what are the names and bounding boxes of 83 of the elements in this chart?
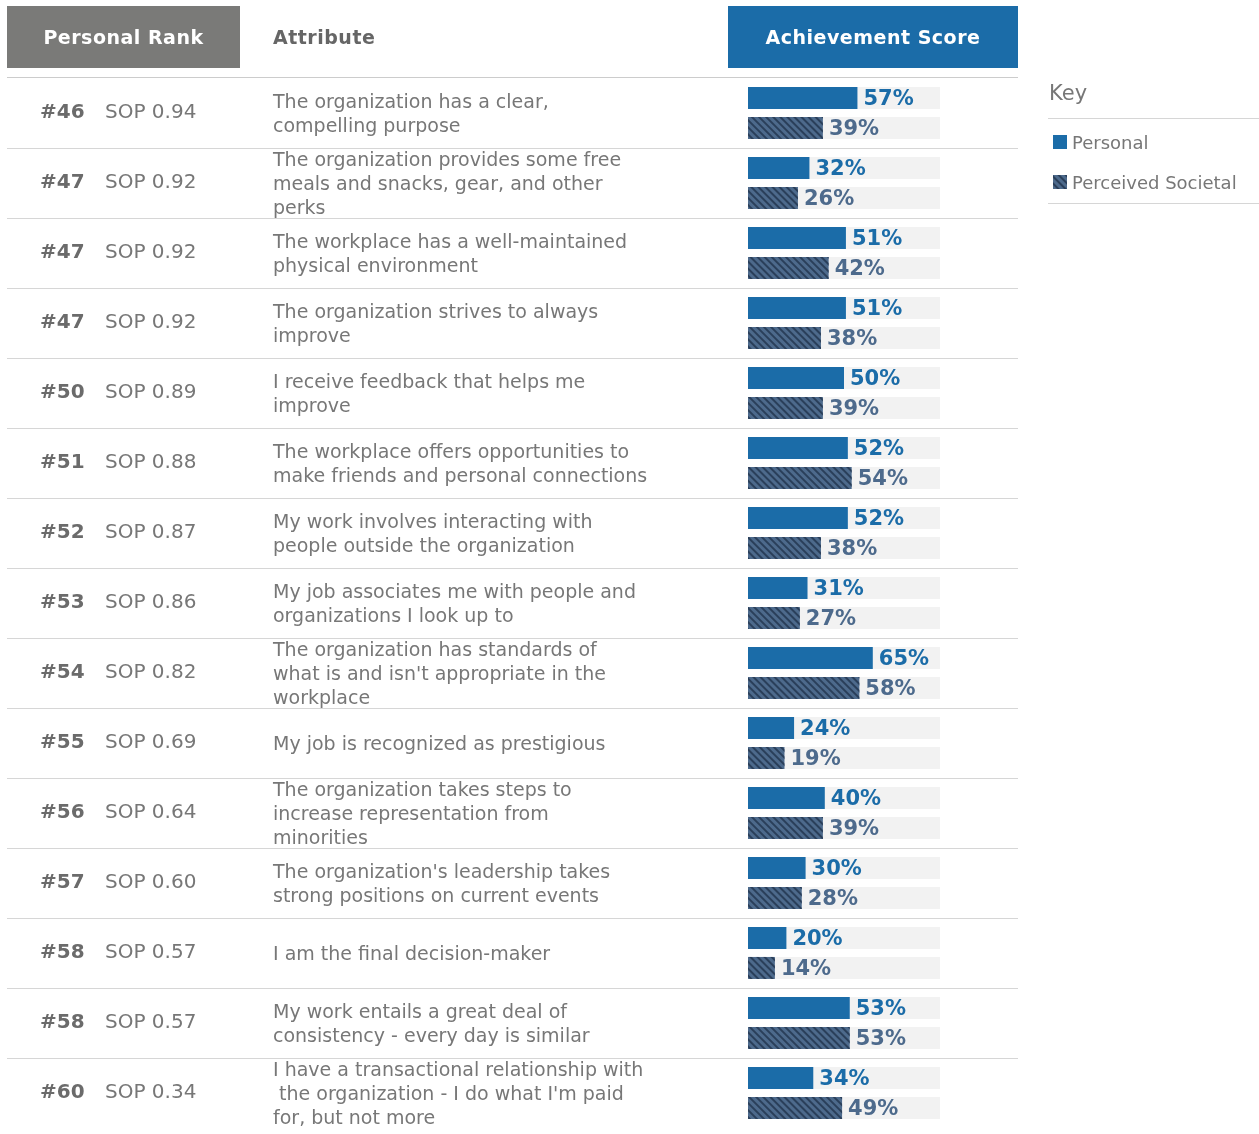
y-tick-label: The workplace has a well-maintained physical environment [272,230,634,276]
y-tick-label: The organization provides some free meals and snacks, gear, and other perks [272,148,628,218]
data-label: 54% [857,465,908,490]
text: SOP 0.92 [105,169,197,193]
data-label: 57% [863,86,914,111]
text: #46 [40,99,85,123]
text: #53 [40,589,85,613]
text: SOP 0.57 [105,1009,197,1033]
text: #47 [40,309,85,333]
text: #54 [40,659,85,683]
text: #50 [40,379,85,403]
data-label: 39% [828,395,880,420]
data-label: 53% [855,1025,907,1050]
text: SOP 0.82 [105,659,197,683]
y-tick-label: The organization's leadership takes strong positions on current events [272,860,617,906]
data-label: 28% [807,885,859,910]
header-panel: Achievement Score [728,6,1018,68]
data-label: 50% [850,366,901,391]
data-label: 20% [792,926,843,951]
y-tick-label: My job associates me with people and organizations I look up to [273,580,643,626]
data-label: 26% [803,185,855,210]
y-tick-label: The organization has a clear, compelling purpose [272,90,555,136]
text: SOP 0.92 [105,309,197,333]
text: Attribute [273,25,377,50]
legend-label: Personal [1072,131,1149,153]
text: #52 [40,519,85,543]
y-tick-label: My work involves interacting with people outside the organization [273,510,599,556]
text: SOP 0.69 [105,729,197,753]
text: SOP 0.60 [105,869,197,893]
text: SOP 0.87 [105,519,197,543]
data-label: 27% [805,605,857,630]
data-label: 39% [828,115,880,140]
text: SOP 0.94 [105,99,197,123]
data-label: 53% [855,996,907,1021]
y-tick-label: I am the final decision-maker [273,942,551,964]
data-label: 52% [853,506,905,531]
data-label: 38% [826,535,878,560]
y-tick-label: The organization has standards of what is and isn't appropriate in the workplace [272,638,612,708]
y-tick-label: I receive feedback that helps me improve [273,370,592,416]
data-label: 58% [865,675,916,700]
data-label: 14% [780,955,832,980]
text: #47 [40,239,85,263]
y-tick-label: I have a transactional relationship with the organization - I do what I'm paid for, but not more [273,1058,644,1128]
text: #55 [40,729,85,753]
bar [748,717,795,740]
data-label: 51% [851,226,903,251]
text: #51 [40,449,85,473]
data-label: 39% [828,815,880,840]
header-panel: Personal Rank [7,6,240,68]
text: #58 [40,1009,85,1033]
bar [748,927,787,950]
text: #47 [40,169,85,193]
text: #60 [40,1079,85,1103]
text: SOP 0.34 [105,1079,197,1103]
data-label: 31% [813,576,864,601]
text: #58 [40,939,85,963]
data-label: 51% [851,296,903,321]
data-label: 38% [826,325,878,350]
legend-title: Key [1049,80,1088,105]
y-tick-label: My work entails a great deal of consistency - every day is similar [273,1000,590,1046]
text: SOP 0.64 [105,799,197,823]
text: SOP 0.89 [105,379,197,403]
data-label: 52% [853,436,905,461]
data-label: 19% [790,745,841,770]
data-label: 42% [834,255,885,280]
data-label: 24% [800,716,851,741]
text: SOP 0.86 [105,589,197,613]
legend-label: Perceived Societal [1072,171,1237,193]
y-tick-label: The organization takes steps to increase representation from minorities [272,778,578,848]
data-label: 32% [815,156,866,181]
data-label: 40% [830,786,882,811]
data-label: 65% [878,646,930,671]
data-label: 30% [811,856,862,881]
y-tick-label: The workplace offers opportunities to make friends and personal connections [272,440,648,486]
text: SOP 0.88 [105,449,197,473]
text: SOP 0.57 [105,939,197,963]
text: SOP 0.92 [105,239,197,263]
data-label: 34% [819,1066,870,1091]
y-tick-label: The organization strives to always improve [272,300,605,346]
data-label: 49% [848,1095,899,1120]
text: #57 [40,869,85,893]
text: #56 [40,799,85,823]
y-tick-label: My job is recognized as prestigious [273,732,606,754]
